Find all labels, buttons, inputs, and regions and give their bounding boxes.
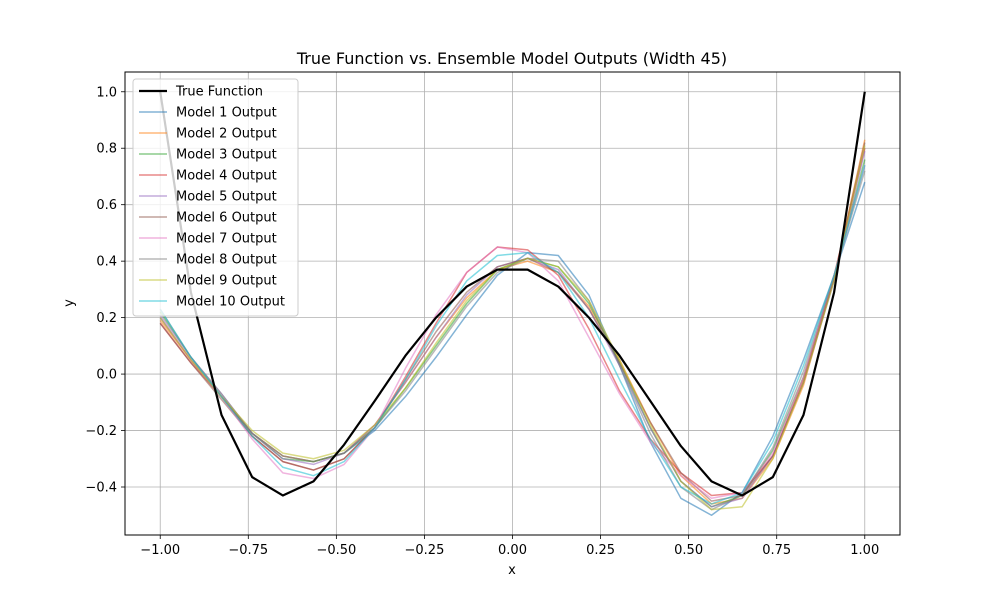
legend: True Function Model 1 Output Model 2 Outpu…: [132, 78, 299, 317]
y-tick-label: 0.2: [96, 311, 117, 326]
x-tick-label: 0.00: [498, 543, 527, 558]
y-tick-label: 0.0: [96, 368, 117, 383]
legend-entry-label: Model 1 Output: [176, 106, 277, 121]
x-tick-label: 0.50: [674, 543, 703, 558]
legend-box: [132, 78, 299, 317]
series-line-model-8-output: [159, 170, 866, 511]
y-tick-label: 0.6: [96, 198, 117, 213]
series-line-model-6-output: [159, 142, 866, 502]
series-line-model-7-output: [159, 164, 866, 500]
series-line-true-function: [159, 91, 866, 497]
legend-entry-label: Model 3 Output: [176, 148, 277, 163]
series-line-model-9-output: [159, 145, 866, 511]
legend-entry-label: Model 10 Output: [176, 295, 285, 310]
x-tick-label: −0.50: [316, 543, 356, 558]
x-tick-label: 1.00: [850, 543, 879, 558]
legend-entry-label: Model 7 Output: [176, 232, 277, 247]
x-axis-label: x: [508, 563, 516, 578]
legend-entry-label: Model 2 Output: [176, 127, 277, 142]
series-line-model-10-output: [159, 164, 866, 505]
axis-ticks: −1.00 −0.75 −0.50 −0.25 0.00 0.25 0.50 0.75 1.00…: [85, 85, 879, 558]
y-tick-label: −0.2: [85, 424, 117, 439]
x-tick-label: −0.75: [228, 543, 268, 558]
legend-entry-label: True Function: [175, 85, 263, 100]
legend-entry-label: Model 5 Output: [176, 190, 277, 205]
x-tick-label: 0.25: [586, 543, 615, 558]
legend-entry-label: Model 9 Output: [176, 274, 277, 289]
legend-entry-label: Model 8 Output: [176, 253, 277, 268]
x-tick-label: 0.75: [762, 543, 791, 558]
x-tick-label: −0.25: [405, 543, 445, 558]
y-tick-label: 0.8: [96, 142, 117, 157]
y-axis-label: y: [62, 299, 77, 307]
chart-title: True Function vs. Ensemble Model Outputs…: [296, 49, 727, 68]
legend-entry-label: Model 4 Output: [176, 169, 277, 184]
series-lines: [159, 91, 866, 516]
y-tick-label: 1.0: [96, 85, 117, 100]
y-tick-label: 0.4: [96, 255, 117, 270]
x-tick-label: −1.00: [140, 543, 180, 558]
legend-entry-label: Model 6 Output: [176, 211, 277, 226]
y-tick-label: −0.4: [85, 481, 117, 496]
